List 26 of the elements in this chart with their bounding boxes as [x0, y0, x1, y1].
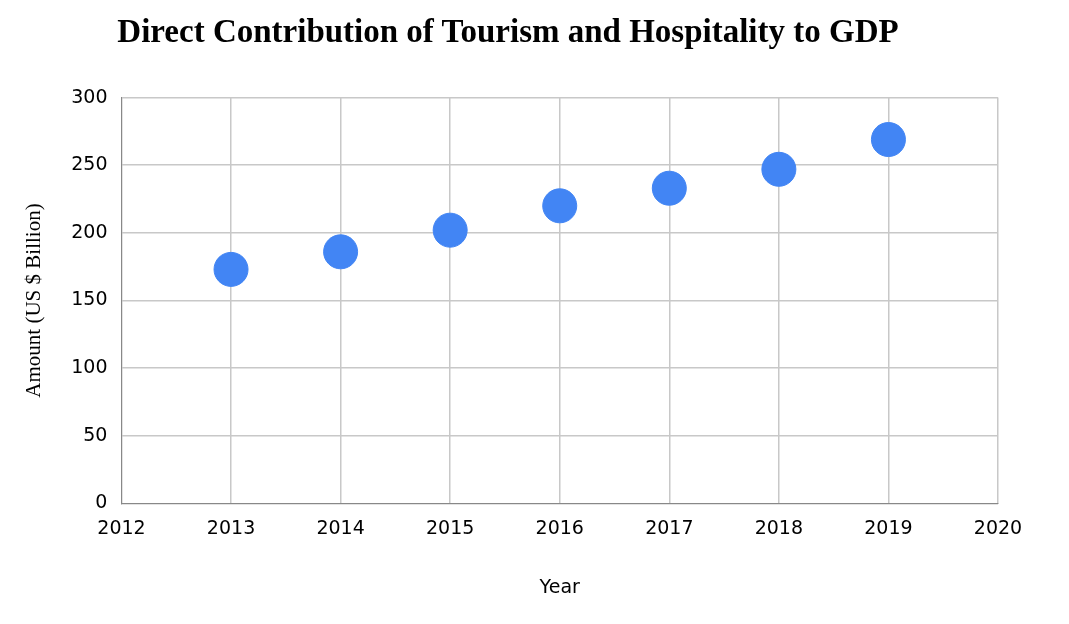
y-tick-label: 100	[71, 355, 108, 378]
x-axis-title: Year	[538, 574, 581, 597]
x-tick-label: 2012	[97, 515, 146, 538]
x-tick-label: 2015	[425, 515, 475, 538]
y-tick-label: 300	[71, 84, 108, 107]
x-tick-label: 2020	[973, 515, 1023, 538]
chart-title: Direct Contribution of Tourism and Hospitality to GDP	[117, 13, 899, 50]
x-tick-label: 2019	[864, 515, 913, 538]
point	[542, 188, 578, 224]
point	[432, 212, 468, 248]
y-tick-label: 0	[95, 490, 108, 513]
point	[213, 251, 249, 287]
x-tick-label: 2013	[206, 515, 256, 538]
y-axis-title: Amount (US $ Billion)	[21, 203, 46, 398]
y-tick-label: 150	[71, 287, 108, 310]
x-tick-label: 2014	[316, 515, 365, 538]
point	[761, 151, 797, 187]
y-tick-label: 200	[71, 219, 108, 242]
x-tick-label: 2017	[645, 515, 694, 538]
point	[323, 234, 359, 270]
x-tick-label: 2016	[535, 515, 584, 538]
point	[870, 122, 906, 158]
y-tick-label: 50	[83, 422, 108, 445]
x-tick-label: 2018	[754, 515, 804, 538]
y-tick-label: 250	[71, 152, 108, 175]
point	[651, 170, 687, 206]
